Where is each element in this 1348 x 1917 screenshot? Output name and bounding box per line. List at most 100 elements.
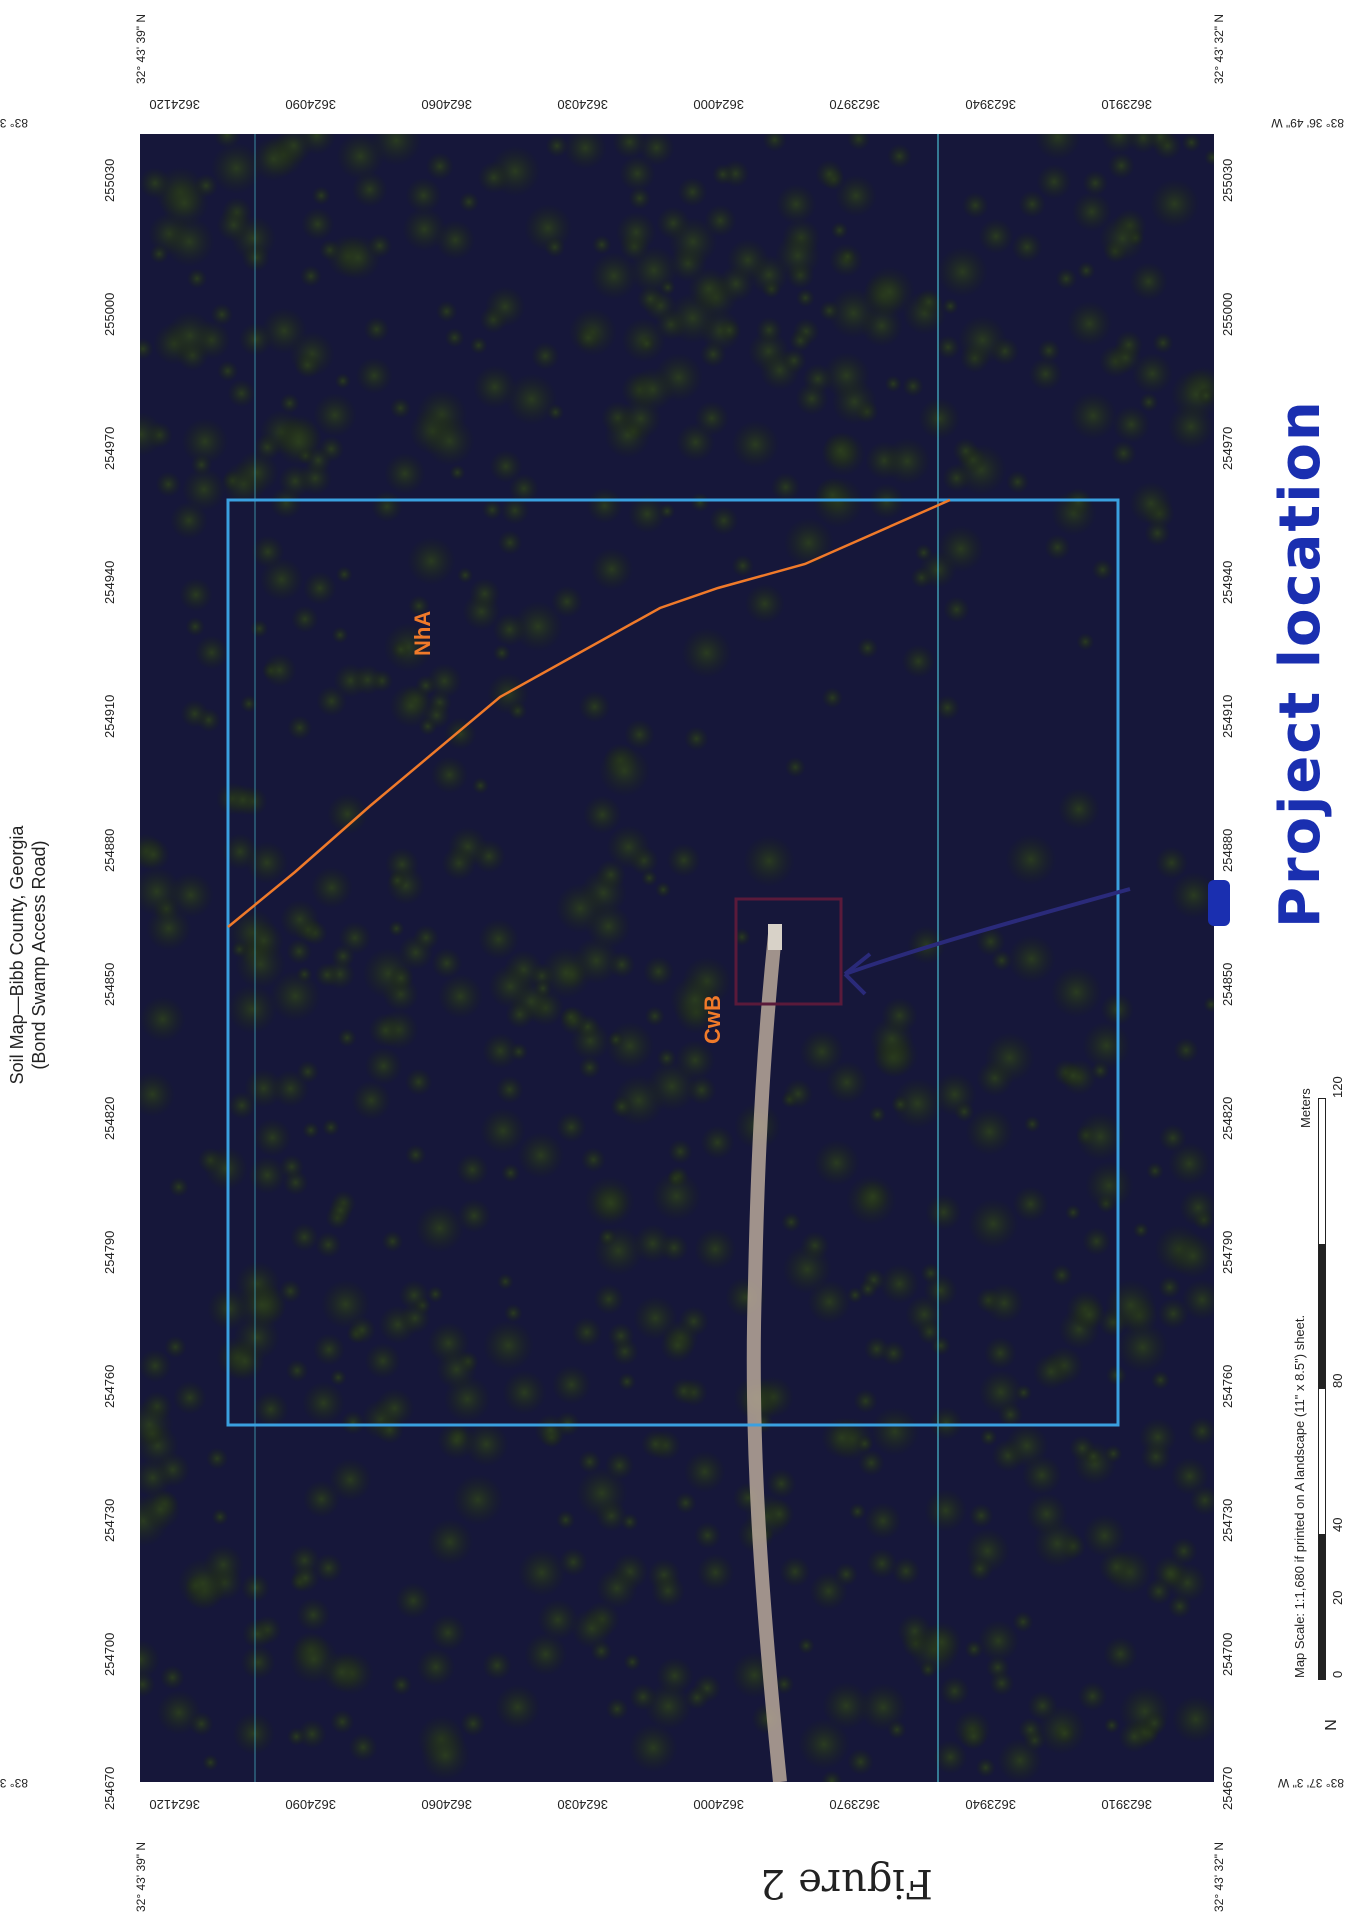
- tree-canopy: [241, 243, 270, 272]
- tree-canopy: [505, 373, 558, 426]
- tree-canopy: [271, 1070, 310, 1108]
- tree-canopy: [140, 1639, 160, 1680]
- tree-canopy: [301, 1381, 346, 1425]
- tree-canopy: [891, 1556, 921, 1586]
- tree-canopy: [413, 924, 440, 951]
- tree-canopy: [517, 1132, 565, 1179]
- tree-canopy: [819, 300, 840, 322]
- tree-canopy: [1077, 261, 1096, 280]
- tree-canopy: [1103, 1636, 1138, 1672]
- tree-canopy: [590, 547, 634, 591]
- tree-canopy: [650, 1573, 686, 1609]
- tree-canopy: [924, 1489, 968, 1532]
- tree-canopy: [146, 905, 192, 951]
- tree-canopy: [644, 1006, 665, 1027]
- easting-tick-label: 254880: [1220, 828, 1235, 872]
- soil-unit-label-cwb[interactable]: CwB: [700, 995, 725, 1044]
- tree-canopy: [766, 1468, 797, 1499]
- tree-canopy: [426, 663, 463, 699]
- tree-canopy: [1050, 966, 1103, 1018]
- tree-canopy: [331, 626, 349, 644]
- tree-canopy: [455, 1153, 489, 1187]
- tree-canopy: [140, 837, 171, 872]
- tree-canopy: [1055, 267, 1078, 290]
- easting-tick-label: 254940: [1220, 560, 1235, 604]
- tree-canopy: [699, 341, 727, 368]
- tree-canopy: [180, 699, 209, 728]
- tree-canopy: [478, 918, 520, 960]
- tree-canopy: [524, 1632, 568, 1676]
- tree-canopy: [407, 536, 456, 586]
- easting-tick-label: 254730: [102, 1498, 117, 1542]
- tree-canopy: [814, 477, 851, 514]
- tree-canopy: [1091, 559, 1114, 581]
- aerial-imagery[interactable]: NhA CwB: [140, 134, 1214, 1782]
- tree-canopy: [726, 238, 770, 282]
- tree-canopy: [887, 143, 912, 169]
- tree-canopy: [825, 1060, 869, 1104]
- tree-canopy: [586, 487, 623, 524]
- easting-tick-label: 254850: [102, 962, 117, 1006]
- tree-canopy: [901, 644, 936, 679]
- access-road: [746, 933, 787, 1782]
- northing-tick-label: 3624030: [557, 1797, 608, 1812]
- tree-canopy: [1168, 1142, 1211, 1185]
- tree-canopy: [488, 964, 533, 1009]
- soil-unit-label-nha[interactable]: NhA: [410, 610, 435, 656]
- tree-canopy: [556, 1510, 576, 1530]
- tree-canopy: [636, 285, 664, 313]
- tree-canopy: [879, 1263, 920, 1304]
- easting-tick-label: 254760: [1220, 1364, 1235, 1408]
- tree-canopy: [1131, 353, 1173, 395]
- tree-canopy: [477, 161, 510, 194]
- tree-canopy: [936, 335, 961, 360]
- tree-canopy: [179, 577, 213, 612]
- tree-canopy: [641, 869, 658, 887]
- tree-canopy: [655, 1657, 694, 1695]
- tree-canopy: [781, 1212, 802, 1233]
- tree-canopy: [546, 403, 565, 421]
- tree-canopy: [712, 163, 734, 186]
- easting-tick-label: 254910: [1220, 694, 1235, 738]
- tree-canopy: [287, 715, 313, 741]
- tree-canopy: [930, 1335, 951, 1356]
- tree-canopy: [1071, 191, 1112, 232]
- tree-canopy: [1025, 1493, 1068, 1535]
- tree-canopy: [288, 1634, 339, 1685]
- tree-canopy: [185, 616, 205, 637]
- tree-canopy: [902, 375, 924, 397]
- tree-canopy: [560, 1006, 582, 1028]
- tree-canopy: [364, 1047, 403, 1086]
- tree-canopy: [1104, 1444, 1123, 1463]
- tree-canopy: [355, 357, 393, 395]
- tree-canopy: [784, 756, 806, 778]
- tree-canopy: [638, 335, 655, 352]
- tree-canopy: [563, 134, 607, 170]
- tree-canopy: [1170, 1537, 1198, 1565]
- tree-canopy: [404, 1068, 433, 1096]
- tree-canopy: [164, 1335, 187, 1359]
- corner-bottom-left-lat: 32° 43' 39" N: [134, 1841, 148, 1912]
- tree-canopy: [580, 1147, 606, 1173]
- tree-canopy: [578, 690, 611, 723]
- northing-tick-label: 3623970: [829, 1797, 880, 1812]
- easting-tick-label: 254700: [1220, 1632, 1235, 1676]
- tree-canopy: [799, 1029, 845, 1074]
- tree-canopy: [1034, 134, 1081, 161]
- easting-tick-label: 254730: [1220, 1498, 1235, 1542]
- tree-canopy: [959, 1722, 988, 1751]
- tree-canopy: [775, 183, 817, 225]
- tree-canopy: [1082, 1021, 1131, 1070]
- tree-canopy: [1075, 1111, 1125, 1162]
- corner-top-right-lat: 32° 43' 32" N: [1212, 13, 1226, 84]
- tree-canopy: [489, 449, 523, 483]
- tree-canopy: [1057, 788, 1100, 831]
- tree-canopy: [687, 267, 731, 310]
- tree-canopy: [606, 825, 651, 870]
- tree-canopy: [236, 1280, 287, 1331]
- scale-tick-label: 0: [1330, 1670, 1345, 1678]
- easting-tick-label: 255030: [102, 158, 117, 202]
- tree-canopy: [822, 1681, 871, 1730]
- tree-canopy: [430, 756, 469, 794]
- tree-canopy: [1204, 149, 1214, 166]
